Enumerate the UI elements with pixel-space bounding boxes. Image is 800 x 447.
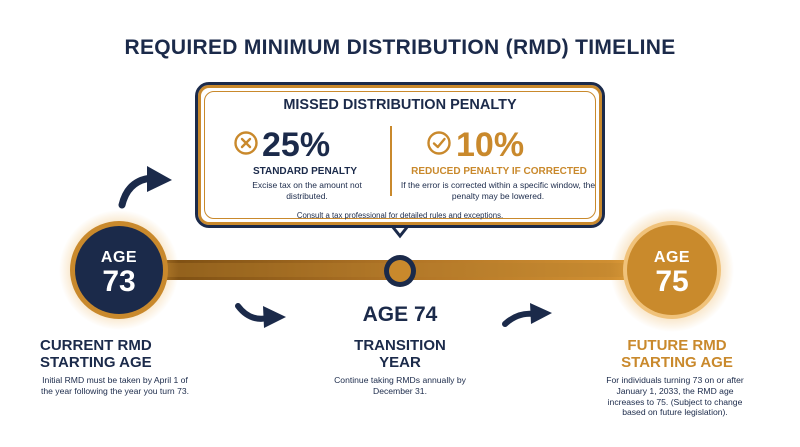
standard-penalty-description: Excise tax on the amount not distributed…	[252, 180, 362, 201]
milestone-heading-74: TRANSITION YEAR	[300, 337, 500, 371]
penalty-callout	[195, 82, 605, 228]
heading-line: STARTING AGE	[621, 354, 733, 371]
reduced-penalty-description: If the error is corrected within a speci…	[400, 180, 596, 201]
age-number: 75	[655, 265, 689, 298]
consult-note: Consult a tax professional for detailed …	[296, 211, 504, 220]
age-word: AGE	[100, 249, 138, 266]
age-73-circle	[59, 210, 179, 330]
standard-penalty-percent: 25%	[262, 126, 331, 164]
penalty-title: MISSED DISTRIBUTION PENALTY	[283, 97, 517, 113]
heading-line: YEAR	[379, 354, 421, 371]
reduced-penalty-label: REDUCED PENALTY IF CORRECTED	[411, 166, 587, 177]
age-word: AGE	[653, 249, 691, 266]
standard-penalty-label: STANDARD PENALTY	[252, 166, 358, 177]
curved-arrow-icon	[118, 166, 172, 209]
age-73-label: AGE 73	[70, 249, 168, 297]
age-75-label: AGE 75	[623, 249, 721, 297]
arrow-right-icon-right	[502, 303, 552, 327]
milestone-heading-73: CURRENT RMD STARTING AGE	[40, 337, 240, 371]
heading-line: CURRENT RMD	[40, 337, 152, 354]
age-75-circle	[610, 208, 734, 332]
callout-pointer	[390, 225, 410, 239]
age-number: 73	[102, 265, 136, 298]
milestone-description-74: Continue taking RMDs annually by Decembe…	[334, 375, 466, 396]
check-circle-icon	[427, 131, 451, 155]
page-title: REQUIRED MINIMUM DISTRIBUTION (RMD) TIME…	[124, 36, 676, 59]
heading-line: TRANSITION	[354, 337, 446, 354]
penalty-divider	[390, 126, 392, 196]
reduced-penalty-percent: 10%	[456, 126, 525, 164]
x-circle-icon	[234, 131, 258, 155]
heading-line: STARTING AGE	[40, 354, 152, 371]
milestone-dot-74	[384, 255, 416, 287]
milestone-heading-75: FUTURE RMD STARTING AGE	[592, 337, 762, 371]
arrow-right-icon-left	[235, 303, 286, 328]
age-74-label: AGE 74	[362, 303, 438, 326]
milestone-description-75: For individuals turning 73 on or after J…	[606, 375, 744, 418]
heading-line: FUTURE RMD	[627, 337, 727, 354]
milestone-description-73: Initial RMD must be taken by April 1 of …	[40, 375, 190, 396]
